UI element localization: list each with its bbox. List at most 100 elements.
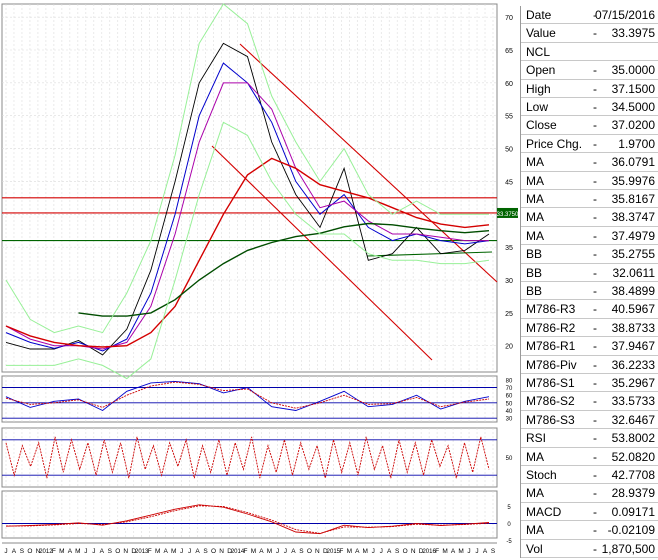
info-row-dash: -	[593, 468, 597, 482]
info-row-divider	[521, 354, 658, 356]
info-row-divider	[521, 133, 658, 135]
macd-panel-frame	[1, 490, 498, 539]
info-row-divider	[521, 538, 658, 540]
x-tick-label: S	[203, 548, 208, 555]
info-row-label: Open	[526, 63, 556, 78]
info-row-divider	[521, 520, 658, 522]
x-tick-label: J	[84, 548, 87, 555]
info-row-value: 37.1500	[611, 81, 655, 96]
info-row-label: Value	[526, 26, 556, 41]
info-row-dash: -	[593, 63, 597, 78]
x-tick-label: M	[171, 548, 176, 555]
x-tick-label: O	[115, 548, 120, 555]
x-tick-label: 2015	[327, 549, 341, 555]
x-tick-label: O	[211, 548, 216, 555]
x-tick-label: O	[307, 548, 312, 555]
info-row-divider	[521, 501, 658, 503]
x-tick-label: F	[435, 548, 439, 555]
info-row-dash: -	[593, 265, 597, 280]
info-row-divider	[521, 391, 658, 393]
info-row: Value -33.3975	[521, 24, 658, 43]
x-tick-label: N	[123, 548, 128, 555]
macd-signal-line	[6, 505, 490, 534]
info-row-dash: -	[593, 376, 597, 390]
x-tick-label: 2016	[422, 549, 436, 555]
info-row-value: 1,870,500	[601, 541, 655, 556]
info-row-dash: -	[593, 339, 597, 354]
macd-tick-label: 0	[507, 522, 511, 528]
info-row-dash: -	[593, 173, 597, 188]
info-row-dash: -	[593, 118, 597, 133]
info-row-dash: -	[593, 8, 597, 22]
price-series-bb_upper	[5, 3, 489, 334]
info-row-value: 35.9976	[611, 173, 655, 188]
x-tick-label: S	[20, 548, 25, 555]
x-tick-label: S	[491, 548, 496, 555]
x-tick-label: S	[395, 548, 400, 555]
info-row-label: MA	[526, 228, 544, 243]
info-row-label: MA	[526, 449, 544, 464]
info-row-divider	[521, 189, 658, 190]
info-row: M786-R3 -40.5967	[521, 300, 658, 319]
x-tick-label: J	[372, 548, 375, 555]
info-row-value: 35.2967	[611, 376, 655, 390]
info-row-label: M786-S2	[526, 394, 575, 409]
price-series-ma_long	[78, 222, 490, 317]
info-row: MA -37.4979	[521, 227, 658, 246]
x-tick-label: F	[52, 548, 56, 555]
info-row: BB -32.0611	[521, 264, 658, 283]
info-row-label: BB	[526, 284, 543, 298]
x-tick-label: D	[323, 548, 328, 555]
price-tick-label: 70	[505, 15, 513, 22]
info-row: Open -35.0000	[521, 61, 658, 80]
x-tick-label: S	[299, 548, 304, 555]
x-tick-label: M	[458, 548, 463, 555]
info-row: Stoch -42.7708	[521, 466, 658, 485]
x-tick-label: N	[411, 548, 416, 555]
x-tick-label: F	[339, 548, 343, 555]
x-tick-label: A	[100, 548, 105, 555]
price-tick-label: 45	[505, 179, 513, 186]
info-row-value: 38.4899	[611, 284, 655, 298]
info-row-label: Low	[526, 100, 549, 114]
info-row-divider	[521, 409, 658, 411]
info-row-label: MA	[526, 192, 544, 206]
price-tick-label: 30	[505, 278, 513, 285]
rsi-tick-label: 50	[506, 401, 513, 407]
info-row-dash: -	[593, 431, 597, 446]
info-row: M786-S1 -35.2967	[521, 374, 658, 393]
info-row: Close -37.0200	[521, 116, 658, 135]
rsi-ma-line	[5, 381, 490, 409]
rsi-tick-label: 30	[506, 417, 513, 423]
price-tick-label: 55	[505, 114, 513, 121]
info-row-dash: -	[593, 302, 597, 317]
info-row-divider	[521, 244, 658, 246]
price-series-ma_200	[5, 157, 490, 348]
stoch-tick-label: 50	[506, 456, 513, 462]
info-row-dash: -	[593, 320, 597, 335]
info-row-divider	[521, 557, 658, 558]
x-tick-label: N	[219, 548, 224, 555]
info-row-value: 37.9467	[611, 339, 655, 354]
x-tick-label: A	[259, 548, 264, 555]
info-row-label: High	[526, 81, 551, 96]
x-tick-label: D	[227, 548, 232, 555]
info-row-label: MA	[526, 210, 544, 225]
info-row-divider	[521, 336, 658, 338]
current-value-tag	[497, 207, 518, 218]
info-row-divider	[521, 299, 658, 301]
x-tick-label: J	[276, 548, 279, 555]
info-row: M786-S3 -32.6467	[521, 411, 658, 430]
x-tick-label: D	[419, 548, 424, 555]
info-row: MA -28.9379	[521, 484, 658, 503]
info-row-value: 36.0791	[611, 155, 655, 170]
info-row-label: Vol	[526, 541, 543, 556]
x-tick-label: S	[108, 548, 113, 555]
info-row-divider	[521, 78, 658, 80]
info-row-divider	[521, 262, 658, 264]
x-tick-label: J	[380, 548, 383, 555]
info-row-label: RSI	[526, 431, 547, 446]
x-tick-label: M	[59, 548, 64, 555]
x-tick-label: M	[347, 548, 352, 555]
x-tick-label: J	[4, 548, 7, 555]
